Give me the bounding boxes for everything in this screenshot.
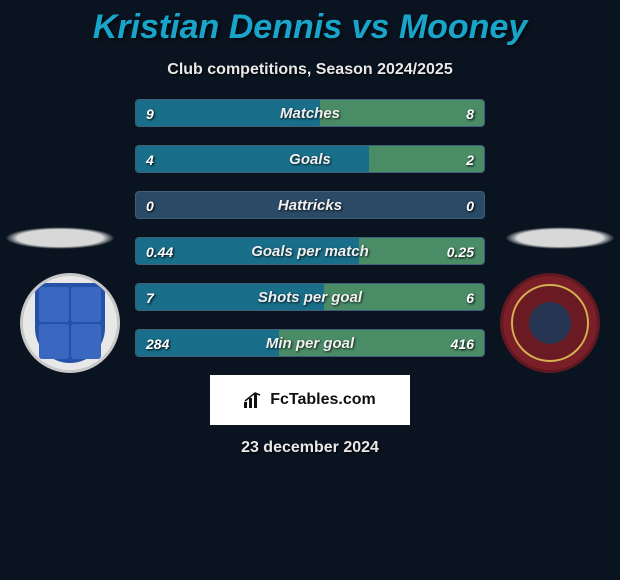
club-crest-left [20,273,120,373]
page-title: Kristian Dennis vs Mooney [0,0,620,47]
stat-value-right: 0.25 [447,238,474,265]
stat-value-left: 284 [146,330,169,357]
stat-label: Min per goal [136,330,484,357]
stat-label: Shots per goal [136,284,484,311]
stat-value-right: 8 [466,100,474,127]
fctables-logo-icon [244,392,264,408]
stat-value-left: 0 [146,192,154,219]
stat-row: Hattricks0 0 [135,191,485,219]
stat-value-right: 6 [466,284,474,311]
stat-row: Goals per match0.44 0.25 [135,237,485,265]
stat-row: Matches9 8 [135,99,485,127]
brand-text: FcTables.com [270,391,376,409]
stat-label: Hattricks [136,192,484,219]
accrington-badge-icon [511,284,589,362]
stat-label: Goals [136,146,484,173]
stat-value-left: 7 [146,284,154,311]
stat-label: Matches [136,100,484,127]
stat-value-right: 2 [466,146,474,173]
stat-label: Goals per match [136,238,484,265]
stat-bars: Matches9 8 Goals4 2 Hattricks0 0 Goals per mat… [135,99,485,357]
stat-row: Goals4 2 [135,145,485,173]
stat-value-left: 4 [146,146,154,173]
subtitle: Club competitions, Season 2024/2025 [0,61,620,79]
stat-row: Shots per goal7 6 [135,283,485,311]
tranmere-shield-icon [35,283,105,363]
comparison-area: Matches9 8 Goals4 2 Hattricks0 0 Goals per mat… [0,99,620,457]
player-right-shadow [505,227,615,249]
stat-row: Min per goal284 416 [135,329,485,357]
brand-footer[interactable]: FcTables.com [210,375,410,425]
stat-value-left: 9 [146,100,154,127]
player-left-shadow [5,227,115,249]
stat-value-right: 0 [466,192,474,219]
stat-value-right: 416 [451,330,474,357]
club-crest-right [500,273,600,373]
date-line: 23 december 2024 [0,439,620,457]
stat-value-left: 0.44 [146,238,173,265]
